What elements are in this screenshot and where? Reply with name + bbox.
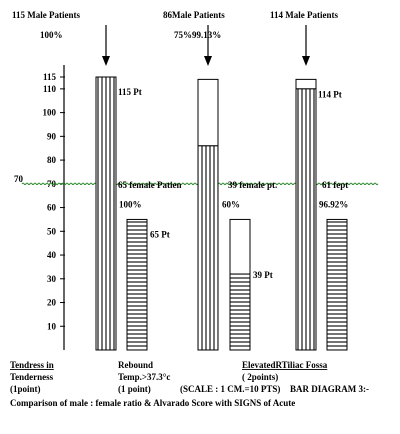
category-label: Tenderness [10,372,54,382]
y-tick-label: 10 [47,321,57,331]
female-bar [326,218,348,351]
header-arrowhead [302,56,310,66]
category-label: Rebound [118,360,153,370]
female-bar-label: 39 Pt [253,270,273,280]
y-tick-label: 60 [47,203,57,213]
y-tick-label: 20 [47,298,57,308]
y-tick-label: 100 [43,108,57,118]
scale-note: (SCALE : 1 CM.=10 PTS) [180,384,280,394]
male-bar [197,145,219,351]
y-tick-label: 40 [47,250,57,260]
header-label: 115 Male Patients [12,10,80,20]
male-bar [295,88,317,351]
female-percent: 96.92% [319,199,348,209]
category-label: Tendress in [10,360,54,370]
female-count-label: 61 fept [322,180,348,190]
chart-title: BAR DIAGRAM 3:- [290,384,369,394]
category-label: (1 point) [118,384,151,394]
female-count-label: 39 female pt. [228,180,277,190]
category-label: ElevatedRTiliac Fossa [242,360,328,370]
chart-caption: Comparison of male : female ratio & Alva… [10,398,295,408]
male-bar-empty [197,78,219,147]
y-tick-label: 50 [47,226,57,236]
female-percent: 100% [119,199,142,209]
y-tick-label: 115 [43,72,57,82]
header-percent: 75%99.13% [174,30,221,40]
y-tick-label: 90 [47,131,57,141]
header-arrowhead [102,56,110,66]
female-count-label: 65 female Patien [118,180,181,190]
header-label: 114 Male Patients [270,10,338,20]
female-percent: 60% [222,199,240,209]
male-bar [95,76,117,351]
y-tick-label: 30 [47,274,57,284]
y-tick-label: 110 [43,84,57,94]
category-label: Temp.>37.3°c [118,372,170,382]
female-bar-label: 65 Pt [150,229,170,239]
male-bar-empty [295,78,317,90]
header-arrowhead [204,56,212,66]
female-bar-empty [229,218,251,275]
male-bar-label: 114 Pt [318,89,342,99]
female-bar [126,218,148,351]
male-bar-label: 115 Pt [118,87,142,97]
category-label: (1point) [10,384,41,394]
header-percent: 100% [40,30,63,40]
category-label: ( 2points) [242,372,278,382]
female-bar [229,273,251,351]
header-label: 86Male Patients [163,10,225,20]
y-tick-label: 80 [47,155,57,165]
reference-line-label: 70 [14,174,24,184]
